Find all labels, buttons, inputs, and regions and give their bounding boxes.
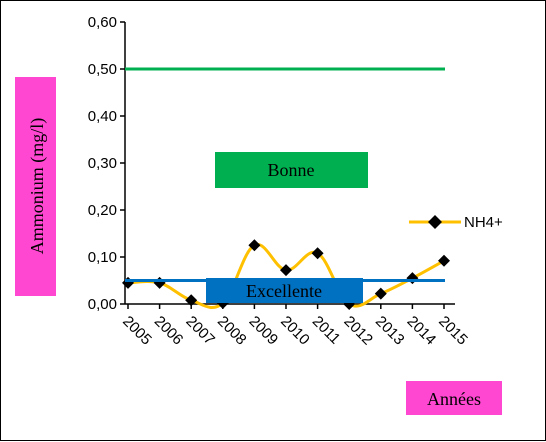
y-axis-label: Ammonium (mg/l): [27, 118, 48, 255]
data-point: [122, 276, 134, 289]
y-axis-label-box: [15, 77, 56, 296]
x-tick-label: 2011: [309, 313, 344, 348]
data-point: [248, 239, 261, 252]
threshold-label-box-excellente: [206, 278, 363, 303]
x-tick-label: 2009: [246, 313, 282, 349]
data-point: [311, 247, 324, 260]
y-ticks: 0,00 0,10 0,20 0,30 0,40 0,50 0,60: [88, 14, 125, 313]
data-point: [374, 287, 387, 300]
y-tick-label: 0,40: [88, 108, 117, 125]
x-tick-label: 2012: [340, 313, 376, 349]
y-tick-label: 0,60: [88, 14, 117, 31]
legend-marker: [428, 215, 442, 229]
y-tick-label: 0,30: [88, 155, 117, 172]
x-tick-label: 2007: [182, 313, 218, 349]
x-tick-label: 2015: [435, 313, 471, 349]
y-tick-label: 0,00: [88, 296, 117, 313]
x-axis-label: Années: [427, 389, 481, 409]
x-tick-label: 2010: [277, 313, 313, 349]
x-tick-label: 2008: [214, 313, 250, 349]
y-tick-label: 0,50: [88, 61, 117, 78]
data-point: [406, 272, 419, 285]
x-tick-label: 2014: [404, 313, 440, 349]
y-tick-label: 0,20: [88, 202, 117, 219]
x-tick-label: 2013: [372, 313, 408, 349]
x-ticks: 2005200620072008200920102011201220132014…: [119, 304, 471, 348]
threshold-label-excellente: Excellente: [246, 281, 322, 301]
x-axis-label-box: [406, 381, 502, 415]
y-tick-label: 0,10: [88, 249, 117, 266]
x-tick-label: 2005: [119, 313, 155, 349]
data-point: [438, 254, 450, 267]
data-point: [185, 294, 198, 307]
data-point: [280, 264, 292, 277]
threshold-label-bonne: Bonne: [268, 160, 315, 180]
legend-label: NH4+: [464, 214, 503, 231]
x-tick-label: 2006: [151, 313, 187, 349]
threshold-label-box-bonne: [215, 152, 368, 188]
data-point: [153, 276, 166, 289]
